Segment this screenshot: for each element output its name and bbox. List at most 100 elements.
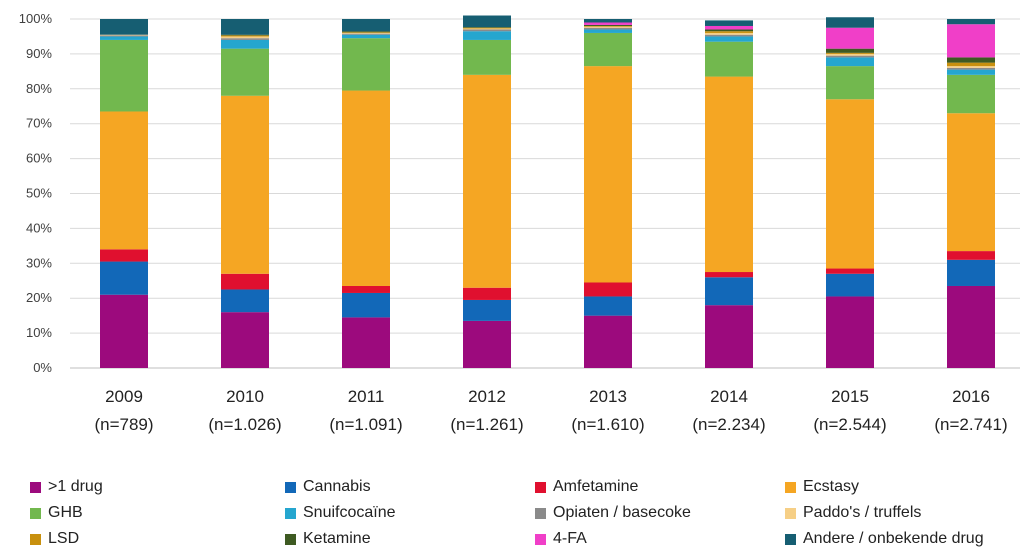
legend-swatch xyxy=(785,481,796,493)
bar-segment xyxy=(826,273,874,297)
bar-segment xyxy=(947,57,995,63)
bar-segment xyxy=(221,273,269,290)
bar-segment xyxy=(463,320,511,368)
bar-segment xyxy=(826,55,874,58)
bar-segment xyxy=(705,41,753,77)
bar-segment xyxy=(584,315,632,368)
bar-segment xyxy=(221,39,269,49)
bar-stack-2015 xyxy=(826,17,874,368)
bar-segment xyxy=(826,268,874,274)
legend-item: >1 drug xyxy=(30,478,103,496)
legend-item: Amfetamine xyxy=(535,478,638,496)
bar-segment xyxy=(463,29,511,32)
bar-segment xyxy=(947,66,995,68)
bar-segment xyxy=(221,36,269,39)
bar-segment xyxy=(584,282,632,297)
y-tick-label: 20% xyxy=(26,290,52,305)
bar-segment xyxy=(947,259,995,286)
bar-segment xyxy=(342,19,390,32)
legend-item: Ecstasy xyxy=(785,478,859,496)
bar-segment xyxy=(705,277,753,306)
legend-label: Ecstasy xyxy=(803,478,860,495)
bar-segment xyxy=(826,52,874,54)
x-tick-label: 2016 xyxy=(952,387,990,406)
bar-segment xyxy=(342,285,390,293)
x-tick-label: 2015 xyxy=(831,387,869,406)
bar-segment xyxy=(221,312,269,368)
legend-label: 4-FA xyxy=(553,530,587,547)
bar-segment xyxy=(705,25,753,30)
bar-segment xyxy=(463,27,511,29)
bar-segment xyxy=(100,35,148,37)
legend-item: Cannabis xyxy=(285,478,371,496)
x-tick-label: 2014 xyxy=(710,387,748,406)
grid xyxy=(70,18,1020,369)
bar-segment xyxy=(947,24,995,58)
bar-segment xyxy=(705,20,753,26)
bar-segment xyxy=(463,287,511,300)
x-axis-tick-labels: 2009 (n=789) 2010 (n=1.026) 2011 (n=1.091) 201… xyxy=(94,387,1007,434)
legend-label: Opiaten / basecoke xyxy=(553,504,691,521)
legend-swatch xyxy=(535,481,546,493)
x-tick-sublabel: (n=2.234) xyxy=(692,415,765,434)
bar-segment xyxy=(342,32,390,34)
bar-segment xyxy=(100,34,148,36)
bar-segment xyxy=(221,34,269,36)
legend-item: LSD xyxy=(30,530,79,548)
legend-swatch xyxy=(285,507,296,519)
legend-item: Snuifcocaïne xyxy=(285,504,396,522)
x-tick-label: 2009 xyxy=(105,387,143,406)
y-tick-label: 60% xyxy=(26,151,52,166)
bar-segment xyxy=(826,53,874,56)
bar-segment xyxy=(221,19,269,35)
bar-segment xyxy=(947,19,995,25)
bar-segment xyxy=(221,289,269,313)
bar-stack-2012 xyxy=(463,15,511,368)
y-tick-label: 70% xyxy=(26,116,52,131)
bar-segment xyxy=(100,39,148,112)
x-tick-label: 2012 xyxy=(468,387,506,406)
bar-segment xyxy=(826,17,874,28)
y-tick-label: 80% xyxy=(26,81,52,96)
legend-item: GHB xyxy=(30,504,83,522)
x-tick-label: 2011 xyxy=(348,387,385,406)
bar-segment xyxy=(584,296,632,316)
bar-segment xyxy=(342,292,390,318)
bar-segment xyxy=(221,38,269,40)
legend-item: Ketamine xyxy=(285,530,371,548)
bar-segment xyxy=(947,113,995,252)
y-tick-label: 90% xyxy=(26,46,52,61)
legend-swatch xyxy=(30,533,41,545)
legend-item: 4-FA xyxy=(535,530,587,548)
bar-segment xyxy=(584,66,632,283)
legend-swatch xyxy=(535,507,546,519)
y-tick-label: 30% xyxy=(26,255,52,270)
legend-swatch xyxy=(785,533,796,545)
bar-segment xyxy=(342,90,390,286)
legend-swatch xyxy=(30,507,41,519)
bar-segment xyxy=(342,34,390,39)
bar-segment xyxy=(826,57,874,67)
bar-segment xyxy=(826,296,874,368)
bar-segment xyxy=(221,48,269,96)
bar-segment xyxy=(705,34,753,37)
stacked-bar-chart: 0% 10% 20% 30% 40% 50% 60% 70% 80% 90% 100% 2009 (n… xyxy=(19,11,1020,434)
bar-segment xyxy=(705,29,753,32)
legend-label: LSD xyxy=(48,530,80,547)
bar-segment xyxy=(584,19,632,23)
bar-segment xyxy=(463,39,511,75)
bar-segment xyxy=(342,32,390,33)
y-tick-label: 50% xyxy=(26,186,52,201)
bar-segment xyxy=(221,95,269,274)
bars xyxy=(100,15,995,368)
bar-segment xyxy=(705,32,753,35)
y-tick-label: 100% xyxy=(19,11,53,26)
bar-stack-2014 xyxy=(705,20,753,368)
x-tick-label: 2013 xyxy=(589,387,627,406)
bar-segment xyxy=(947,251,995,260)
legend-item: Paddo's / truffels xyxy=(785,504,921,522)
legend-label: >1 drug xyxy=(48,478,103,495)
x-tick-sublabel: (n=2.741) xyxy=(934,415,1007,434)
legend-label: Andere / onbekende drug xyxy=(803,530,984,547)
bar-segment xyxy=(584,29,632,33)
